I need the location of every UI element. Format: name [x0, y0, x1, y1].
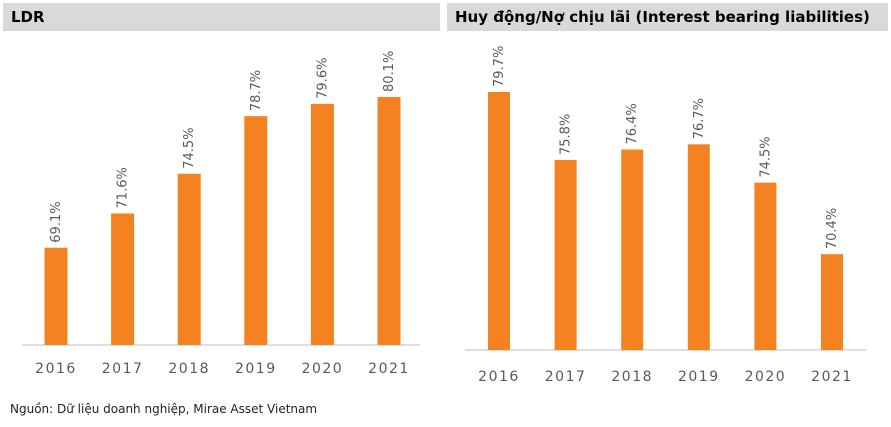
ibl-tick-label-2020: 2020: [745, 369, 787, 385]
source-note: Nguồn: Dữ liệu doanh nghiệp, Mirae Asset…: [10, 402, 318, 416]
ldr-data-label-2021: 80.1%: [382, 51, 397, 92]
ldr-bar-2016: [44, 247, 68, 345]
ibl-data-label-2017: 75.8%: [559, 114, 574, 155]
ldr-bar-2020: [310, 103, 334, 345]
ldr-tick-label-2016: 2016: [35, 361, 77, 377]
ldr-bar-2017: [111, 213, 135, 345]
ldr-data-label-2018: 74.5%: [182, 127, 197, 168]
ldr-bar-2021: [377, 97, 401, 345]
ibl-data-label-2016: 79.7%: [492, 46, 507, 87]
ldr-tick-label-2018: 2018: [168, 361, 210, 377]
ibl-bar-2021: [821, 254, 843, 350]
ibl-chart: 79.7% 2016 75.8% 2017 76.4% 2018 76.7% 2019 74.5…: [465, 46, 866, 385]
interest-liabilities-chart-title: Huy động/Nợ chịu lãi (Interest bearing l…: [447, 3, 888, 31]
ldr-tick-label-2020: 2020: [302, 361, 344, 377]
ibl-bar-2018: [621, 149, 644, 350]
ibl-bar-2019: [687, 144, 710, 350]
ibl-bar-2020: [754, 182, 777, 350]
ibl-tick-label-2018: 2018: [611, 369, 653, 385]
ibl-tick-label-2017: 2017: [545, 369, 587, 385]
ldr-bar-2019: [244, 116, 268, 346]
ldr-tick-label-2021: 2021: [368, 361, 410, 377]
ibl-bar-2017: [554, 159, 577, 350]
ibl-data-label-2018: 76.4%: [625, 103, 640, 144]
ibl-tick-label-2016: 2016: [478, 369, 520, 385]
ldr-data-label-2017: 71.6%: [116, 167, 131, 208]
ldr-bar-2018: [177, 173, 201, 345]
ibl-tick-label-2021: 2021: [811, 369, 853, 385]
ldr-tick-label-2017: 2017: [102, 361, 144, 377]
charts-canvas: 69.1% 2016 71.6% 2017 74.5% 2018 78.7% 2019 79.6…: [22, 46, 866, 385]
ldr-chart: 69.1% 2016 71.6% 2017 74.5% 2018 78.7% 2019 79.6…: [22, 51, 420, 377]
ldr-data-label-2020: 79.6%: [315, 58, 330, 99]
ibl-data-label-2020: 74.5%: [758, 136, 773, 177]
ldr-data-label-2019: 78.7%: [249, 70, 264, 111]
ibl-tick-label-2019: 2019: [678, 369, 720, 385]
ibl-data-label-2021: 70.4%: [825, 208, 840, 249]
ldr-chart-title: LDR: [3, 3, 440, 31]
ibl-data-label-2019: 76.7%: [692, 98, 707, 139]
ldr-tick-label-2019: 2019: [235, 361, 277, 377]
ldr-data-label-2016: 69.1%: [49, 201, 64, 242]
ibl-bar-2016: [488, 92, 510, 350]
